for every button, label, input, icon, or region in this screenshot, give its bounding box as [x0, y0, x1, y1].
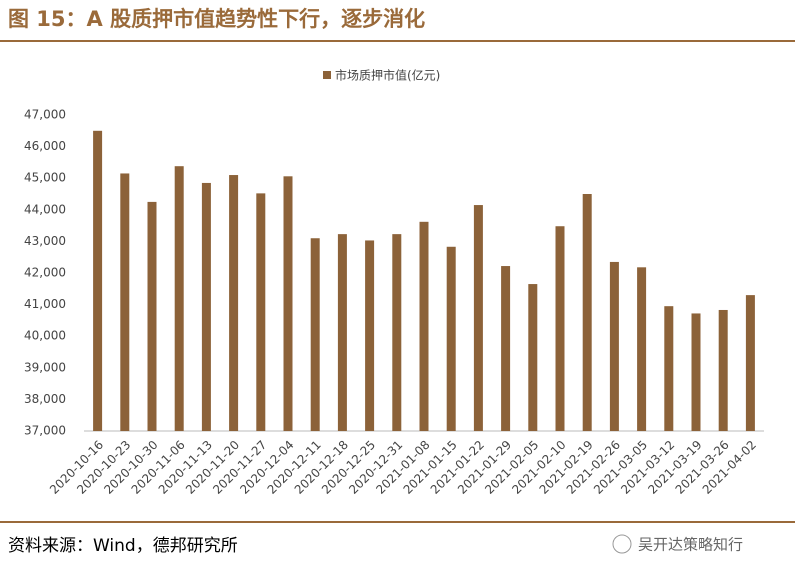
bar	[745, 295, 755, 431]
bar	[501, 266, 511, 431]
bar	[283, 176, 293, 431]
y-tick-label: 42,000	[24, 266, 66, 280]
y-tick-label: 45,000	[24, 171, 66, 185]
bar	[201, 182, 211, 431]
y-tick-label: 37,000	[24, 424, 66, 438]
bar	[174, 166, 184, 431]
bar	[310, 238, 320, 431]
bar	[664, 306, 674, 431]
watermark-icon	[612, 534, 632, 554]
y-tick-label: 41,000	[24, 297, 66, 311]
bar	[718, 309, 728, 431]
bar	[392, 234, 402, 431]
bar	[555, 226, 565, 431]
bar	[473, 205, 483, 431]
y-tick-label: 46,000	[24, 139, 66, 153]
y-tick-label: 40,000	[24, 329, 66, 343]
bar	[229, 175, 239, 431]
bar	[365, 240, 375, 431]
watermark: 吴开达策略知行	[638, 536, 743, 554]
y-tick-label: 44,000	[24, 202, 66, 216]
bar	[609, 261, 619, 431]
legend-label: 市场质押市值(亿元)	[335, 68, 440, 83]
bar	[582, 194, 592, 431]
y-tick-label: 47,000	[24, 108, 66, 122]
chart-title: 图 15：A 股质押市值趋势性下行，逐步消化	[8, 7, 425, 31]
bar	[637, 267, 647, 431]
bar	[691, 313, 701, 431]
bar	[446, 246, 456, 431]
source: 资料来源：Wind，德邦研究所	[8, 536, 238, 556]
bar	[256, 193, 266, 431]
y-tick-label: 38,000	[24, 392, 66, 406]
y-tick-label: 43,000	[24, 234, 66, 248]
y-tick-label: 39,000	[24, 360, 66, 374]
bar	[528, 284, 538, 431]
bar	[93, 130, 103, 432]
bar	[419, 221, 429, 431]
bar	[120, 173, 130, 431]
bar	[147, 201, 157, 431]
legend-swatch	[323, 71, 331, 79]
bar	[337, 234, 347, 431]
